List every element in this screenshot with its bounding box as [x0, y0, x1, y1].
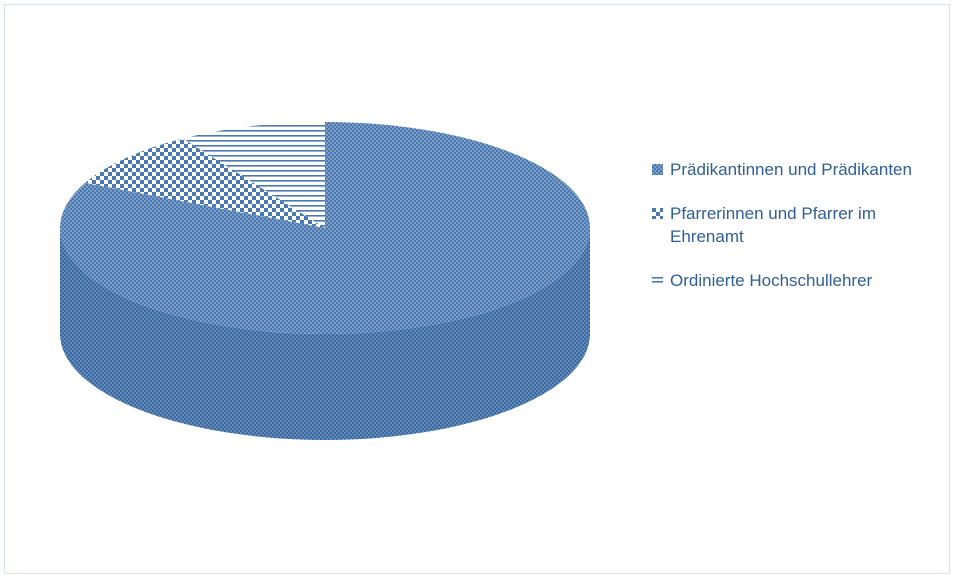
legend-item: Ordinierte Hochschullehrer — [650, 269, 950, 292]
pie-slice-dots — [60, 122, 591, 335]
legend-label: Pfarrerinnen und Pfarrer im Ehrenamt — [670, 204, 876, 246]
hlines-pattern-icon — [652, 277, 663, 283]
pie-slices — [60, 122, 591, 335]
legend: Prädikantinnen und Prädikanten Pfarrerin… — [650, 158, 950, 313]
pie-slice-checker — [85, 138, 326, 228]
legend-item: Pfarrerinnen und Pfarrer im Ehrenamt — [650, 202, 950, 248]
checker-pattern-icon — [652, 208, 663, 219]
dots-pattern-icon — [652, 164, 663, 175]
legend-label: Prädikantinnen und Prädikanten — [670, 160, 912, 179]
legend-item: Prädikantinnen und Prädikanten — [650, 158, 950, 181]
pie-slice-hlines — [183, 122, 325, 228]
legend-label: Ordinierte Hochschullehrer — [670, 271, 873, 290]
